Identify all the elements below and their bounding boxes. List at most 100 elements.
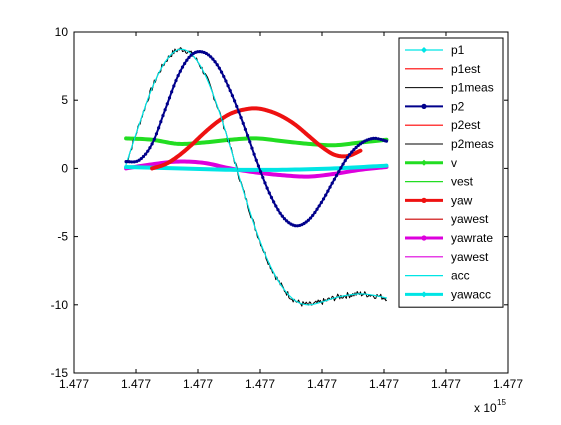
series-point-p2 — [243, 127, 248, 131]
legend-label-yawacc: yawacc — [451, 287, 491, 301]
series-point-p2 — [376, 137, 380, 141]
series-point-p2 — [213, 60, 217, 64]
legend-marker-p2 — [421, 103, 427, 109]
series-point-p2 — [163, 108, 167, 112]
series-point-p2 — [371, 136, 376, 140]
x-tick-label: 1.477 — [431, 377, 461, 391]
series-point-p2 — [222, 74, 226, 79]
series-point-p2 — [306, 218, 310, 222]
legend-label-yawest: yawest — [451, 212, 489, 226]
series-point-p2 — [209, 55, 213, 59]
series-point-p2 — [384, 139, 389, 143]
series-point-p2 — [139, 156, 143, 161]
series-line-yawacc — [124, 163, 389, 172]
series-point-p2 — [178, 69, 182, 73]
legend-box — [398, 37, 504, 308]
legend-marker-p1 — [421, 47, 427, 53]
x-exponent-label: x 10 — [474, 401, 497, 415]
series-point-p2 — [211, 57, 215, 61]
series-point-p2 — [172, 84, 176, 88]
series-line-yaw — [150, 106, 363, 171]
series-point-p2 — [343, 159, 347, 163]
series-point-p2 — [165, 102, 169, 106]
series-point-p2 — [347, 153, 352, 157]
series-point-p2 — [374, 136, 378, 141]
legend-marker-yaw — [421, 197, 427, 203]
legend-label-vest: vest — [451, 175, 474, 189]
series-point-p2 — [250, 146, 254, 150]
axes-box — [73, 31, 509, 374]
legend-label-p2est: p2est — [451, 118, 481, 132]
series-point-p2 — [132, 160, 136, 164]
x-exponent-power: 15 — [497, 398, 506, 407]
series-point-p2 — [239, 116, 243, 120]
legend-label-p1est: p1est — [451, 62, 481, 76]
series-point-p2 — [337, 170, 341, 174]
series-point-p2 — [330, 181, 334, 185]
legend-label-p2: p2 — [451, 99, 465, 113]
series-point-p2 — [354, 145, 358, 150]
series-point-p2 — [237, 110, 241, 114]
series-point-p2 — [228, 89, 232, 93]
series-point-p2 — [278, 211, 282, 215]
series-point-p2 — [319, 200, 323, 205]
series-point-p2 — [315, 207, 319, 211]
series-point-p2 — [248, 140, 252, 144]
series-point-p2 — [332, 177, 336, 181]
series-point-p2 — [246, 133, 250, 138]
series-point-p2 — [130, 160, 134, 164]
x-tick-label: 1.477 — [307, 377, 337, 391]
series-line-p1 — [125, 48, 388, 306]
series-point-p2 — [137, 158, 141, 162]
series-point-p2 — [189, 53, 193, 57]
series-point-p2 — [356, 143, 360, 148]
series-point-p2 — [263, 181, 267, 185]
series-point-p2 — [206, 53, 211, 57]
series-point-p2 — [219, 70, 224, 74]
series-point-p2 — [334, 173, 339, 178]
series-point-p2 — [352, 148, 356, 152]
series-point-p2 — [321, 197, 326, 201]
series-point-p2 — [185, 58, 189, 62]
legend-label-p1: p1 — [451, 43, 465, 57]
legend-marker-yawrate — [421, 235, 427, 241]
series-point-p2 — [339, 166, 343, 170]
series-point-p2 — [170, 90, 174, 94]
y-tick-label: 10 — [55, 25, 69, 39]
legend-label-acc: acc — [451, 269, 470, 283]
x-tick-label: 1.477 — [121, 377, 151, 391]
series-point-p2 — [304, 220, 308, 224]
legend-label-yawrate: yawrate — [451, 231, 493, 245]
series-point-p2 — [144, 152, 148, 156]
y-tick-label: 5 — [61, 93, 68, 107]
series-line-v — [124, 136, 389, 148]
series-point-p2 — [267, 191, 271, 195]
x-tick-label: 1.477 — [245, 377, 275, 391]
x-tick-label: 1.477 — [493, 377, 523, 391]
series-point-p2 — [226, 84, 230, 88]
series-point-p2 — [285, 219, 289, 223]
legend-marker-yawacc — [421, 291, 427, 298]
x-tick-label: 1.477 — [183, 377, 213, 391]
series-point-p2 — [235, 104, 239, 108]
series-point-p2 — [148, 146, 152, 150]
series-point-p2 — [215, 63, 219, 67]
series-point-p2 — [224, 79, 228, 83]
series-point-p2 — [341, 162, 345, 166]
legend: p1 p1est p1meas p2 p2est p2meas v vest yaw yawest… — [398, 37, 504, 308]
series-point-p2 — [159, 120, 163, 124]
series-point-p2 — [232, 99, 237, 103]
series-point-p2 — [269, 195, 274, 200]
series-point-p2 — [254, 158, 258, 162]
series-point-p2 — [230, 94, 235, 98]
legend-label-p2meas: p2meas — [451, 137, 494, 151]
y-tick-label: -15 — [51, 366, 69, 380]
y-tick-label: -10 — [51, 298, 69, 312]
series-point-p2 — [350, 150, 354, 154]
series-point-p2 — [252, 152, 256, 156]
series-point-p2 — [217, 66, 221, 70]
series-point-p2 — [272, 200, 276, 204]
series-point-p2 — [276, 208, 280, 212]
